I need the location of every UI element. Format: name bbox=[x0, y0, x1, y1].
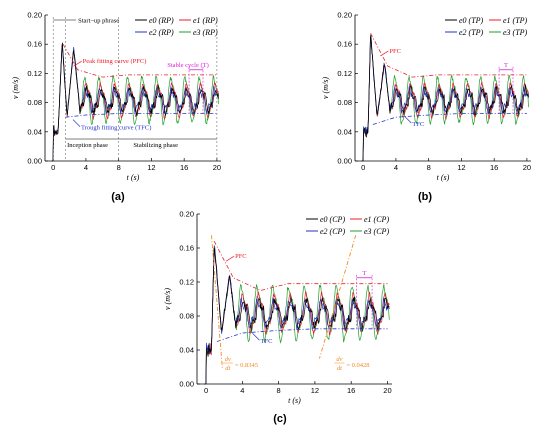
series-e0-line bbox=[51, 42, 219, 162]
tfc-label: Trough fitting curve (TFC) bbox=[81, 125, 151, 132]
x-tick-label: 16 bbox=[180, 163, 188, 172]
y-axis-label: v (m/s) bbox=[11, 77, 20, 99]
x-tick-label: 16 bbox=[347, 386, 355, 395]
chart-panel-1: 0 4 8 12 16 20 0.00 0.04 0.08 0.12 0.16 0.20 t (s) v … bbox=[11, 11, 221, 204]
x-tick-label: 8 bbox=[277, 386, 281, 395]
x-tick-label: 20 bbox=[383, 386, 391, 395]
x-axis-label: t (s) bbox=[288, 396, 301, 405]
series-e3-line bbox=[361, 37, 529, 162]
period-label: T bbox=[362, 270, 366, 277]
y-tick-label: 0.04 bbox=[27, 127, 42, 136]
series-e3-line bbox=[204, 245, 390, 385]
series-e0-line bbox=[204, 248, 390, 385]
pfc-label: Peak fitting curve (PFC) bbox=[83, 58, 147, 65]
y-tick-label: 0.20 bbox=[27, 11, 42, 20]
x-axis-label: t (s) bbox=[127, 173, 140, 182]
y-axis-label: v (m/s) bbox=[163, 288, 172, 310]
pfc-label: PFC bbox=[235, 253, 247, 260]
legend-entry: e0 (RP) bbox=[149, 16, 174, 25]
y-tick-label: 0.08 bbox=[179, 312, 194, 321]
tfc-curve bbox=[372, 113, 527, 125]
series-e2-line bbox=[361, 38, 529, 162]
pfc-arrow bbox=[73, 60, 82, 67]
legend-entry: e0 (CP) bbox=[320, 215, 345, 224]
y-tick-label: 0.08 bbox=[337, 98, 352, 107]
y-tick-label: 0.00 bbox=[27, 157, 42, 166]
x-axis-label: t (s) bbox=[437, 173, 450, 182]
phase-label: Inception phase bbox=[67, 142, 108, 149]
series-e1-line bbox=[361, 39, 529, 162]
slope-line bbox=[211, 235, 223, 369]
x-tick-label: 0 bbox=[204, 386, 208, 395]
pfc-curve bbox=[370, 33, 527, 78]
tfc-label: TFC bbox=[412, 121, 424, 128]
x-tick-label: 0 bbox=[51, 163, 55, 172]
y-tick-label: 0.16 bbox=[27, 40, 42, 49]
slope-value: = 0.0428 bbox=[346, 362, 369, 369]
y-tick-label: 0.04 bbox=[337, 127, 352, 136]
phase-label: Start−up phrase bbox=[78, 18, 119, 25]
phase-label: Stabilizing phase bbox=[133, 142, 178, 149]
x-tick-label: 12 bbox=[311, 386, 319, 395]
x-tick-label: 12 bbox=[457, 163, 465, 172]
legend-entry: e0 (TP) bbox=[459, 16, 484, 25]
y-tick-label: 0.12 bbox=[337, 69, 352, 78]
slope-dt: dt bbox=[337, 365, 342, 372]
legend-entry: e3 (RP) bbox=[193, 28, 218, 37]
x-tick-label: 8 bbox=[427, 163, 431, 172]
y-tick-label: 0.00 bbox=[179, 380, 194, 389]
y-tick-label: 0.12 bbox=[179, 278, 194, 287]
slope-line bbox=[319, 235, 357, 359]
y-tick-label: 0.20 bbox=[337, 11, 352, 20]
chart-panel-3: 0 4 8 12 16 20 0.00 0.04 0.08 0.12 0.16 0.20 t (s) v … bbox=[163, 210, 392, 425]
panel-label: (a) bbox=[111, 191, 125, 203]
x-tick-label: 4 bbox=[84, 163, 88, 172]
x-tick-label: 4 bbox=[394, 163, 398, 172]
legend-entry: e2 (CP) bbox=[320, 227, 345, 236]
tfc-arrow bbox=[404, 115, 412, 124]
x-tick-label: 8 bbox=[117, 163, 121, 172]
y-tick-label: 0.08 bbox=[27, 98, 42, 107]
tfc-arrow bbox=[252, 332, 260, 341]
panel-label: (c) bbox=[273, 413, 287, 425]
legend-entry: e2 (TP) bbox=[459, 28, 484, 37]
legend-entry: e1 (CP) bbox=[364, 215, 389, 224]
x-tick-label: 20 bbox=[523, 163, 531, 172]
x-tick-label: 4 bbox=[240, 386, 244, 395]
legend-entry: e3 (TP) bbox=[503, 28, 528, 37]
y-tick-label: 0.16 bbox=[179, 244, 194, 253]
legend-entry: e2 (RP) bbox=[149, 28, 174, 37]
x-tick-label: 16 bbox=[490, 163, 498, 172]
pfc-curve bbox=[213, 241, 388, 291]
tfc-arrow bbox=[72, 119, 81, 127]
slope-dv: dv bbox=[336, 356, 342, 363]
period-label: T bbox=[504, 62, 508, 69]
legend-entry: e1 (RP) bbox=[193, 16, 218, 25]
tfc-curve bbox=[216, 328, 388, 342]
y-tick-label: 0.04 bbox=[179, 346, 194, 355]
chart-panel-2: 0 4 8 12 16 20 0.00 0.04 0.08 0.12 0.16 0.20 t (s) v … bbox=[321, 11, 531, 204]
y-tick-label: 0.00 bbox=[337, 157, 352, 166]
y-tick-label: 0.20 bbox=[179, 210, 194, 219]
tfc-label: TFC bbox=[260, 338, 272, 345]
pfc-label: PFC bbox=[389, 48, 401, 55]
slope-dv: dv bbox=[225, 356, 231, 363]
legend-entry: e3 (CP) bbox=[364, 227, 389, 236]
period-label: Stable cycle (T) bbox=[167, 62, 209, 69]
x-tick-label: 12 bbox=[147, 163, 155, 172]
y-tick-label: 0.12 bbox=[27, 69, 42, 78]
slope-dt: dt bbox=[225, 365, 230, 372]
pfc-arrow bbox=[380, 50, 389, 57]
slope-value: = 0.8345 bbox=[235, 362, 258, 369]
panel-label: (b) bbox=[418, 191, 432, 203]
y-tick-label: 0.16 bbox=[337, 40, 352, 49]
legend-entry: e1 (TP) bbox=[503, 16, 528, 25]
pfc-arrow bbox=[225, 255, 235, 262]
x-tick-label: 0 bbox=[361, 163, 365, 172]
x-tick-label: 20 bbox=[213, 163, 221, 172]
series-e0-line bbox=[361, 34, 529, 162]
y-axis-label: v (m/s) bbox=[321, 77, 330, 99]
